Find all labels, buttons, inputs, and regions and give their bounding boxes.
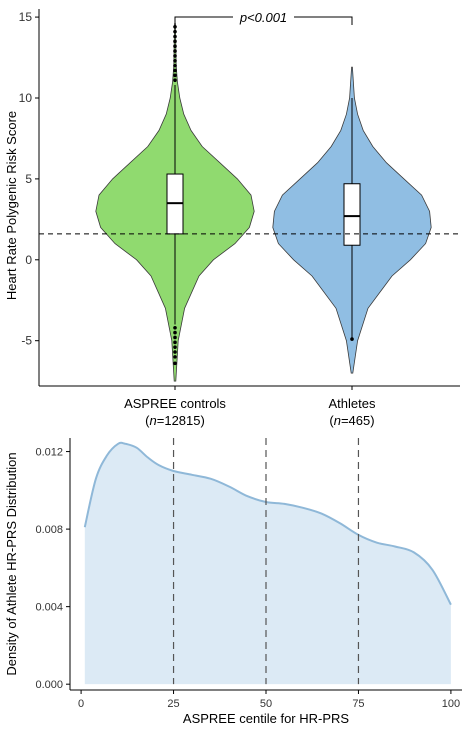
group-name-label: ASPREE controls bbox=[124, 396, 226, 411]
outlier-point bbox=[173, 54, 177, 58]
density-panel: 0 25 50 75 100 0.000 0.004 0.008 0.012 ASPREE c… bbox=[4, 438, 462, 726]
density-y-axis-label: Density of Athlete HR-PRS Distribution bbox=[4, 452, 19, 675]
bracket-line bbox=[174, 16, 353, 25]
density-curve-line bbox=[83, 441, 452, 606]
y-tick-label: 0.012 bbox=[35, 447, 63, 459]
outlier-point bbox=[173, 355, 177, 359]
outlier-point bbox=[173, 24, 177, 29]
outlier-point bbox=[173, 335, 177, 340]
violin-axes bbox=[38, 9, 460, 390]
density-x-axis-label: ASPREE centile for HR-PRS bbox=[183, 711, 349, 726]
x-tick-label: 50 bbox=[260, 698, 272, 710]
significance-label: p<0.001 bbox=[239, 10, 287, 25]
y-tick-label: 0.004 bbox=[35, 602, 63, 614]
x-tick-label: 0 bbox=[78, 698, 84, 710]
density-x-ticks: 0 25 50 75 100 bbox=[78, 690, 460, 710]
violin-y-axis-label: Heart Rate Polygenic Risk Score bbox=[4, 111, 19, 300]
outlier-point bbox=[173, 78, 177, 82]
outlier-point bbox=[173, 29, 177, 34]
box-plots bbox=[166, 85, 361, 338]
significance-bracket bbox=[174, 16, 353, 25]
y-tick-label: 0 bbox=[25, 253, 32, 267]
outlier-point bbox=[173, 39, 177, 44]
outlier-points bbox=[173, 24, 354, 366]
outlier-point bbox=[173, 68, 177, 73]
violin-y-ticks: -5 0 5 10 15 bbox=[19, 10, 39, 348]
x-tick-label: 75 bbox=[352, 698, 364, 710]
outlier-point bbox=[173, 49, 177, 53]
outlier-point bbox=[173, 73, 177, 78]
centile-dashed-lines bbox=[172, 438, 360, 685]
x-tick-label: 25 bbox=[167, 698, 179, 710]
outlier-point bbox=[173, 325, 177, 330]
outlier-point bbox=[173, 330, 177, 335]
y-tick-label: 15 bbox=[19, 10, 33, 24]
outlier-point bbox=[173, 34, 177, 39]
violin-panel: -5 0 5 10 15 p<0.001 Heart Rate Polygenic Ri… bbox=[4, 9, 460, 428]
x-tick-label: 100 bbox=[442, 698, 460, 710]
outlier-point bbox=[173, 58, 177, 63]
y-tick-label: 10 bbox=[19, 91, 33, 105]
violin-shapes bbox=[95, 23, 432, 382]
group-name-label: Athletes bbox=[329, 396, 376, 411]
outlier-point bbox=[350, 337, 354, 341]
group-n-label: (n=12815) bbox=[145, 413, 205, 428]
outlier-point bbox=[173, 345, 177, 349]
outlier-point bbox=[173, 340, 177, 345]
density-area-fill bbox=[84, 442, 451, 685]
iqr-box-1 bbox=[343, 183, 361, 246]
y-tick-label: 0.008 bbox=[35, 524, 63, 536]
outlier-point bbox=[173, 361, 177, 366]
y-tick-label: 5 bbox=[25, 172, 32, 186]
outlier-point bbox=[173, 350, 177, 354]
group-n-label: (n=465) bbox=[329, 413, 374, 428]
violin-group-labels: ASPREE controls (n=12815) Athletes (n=465) bbox=[124, 396, 376, 428]
outlier-point bbox=[173, 63, 177, 68]
y-tick-label: -5 bbox=[21, 334, 32, 348]
y-tick-label: 0.000 bbox=[35, 679, 63, 691]
outlier-point bbox=[173, 44, 177, 49]
density-y-ticks: 0.000 0.004 0.008 0.012 bbox=[35, 447, 70, 691]
